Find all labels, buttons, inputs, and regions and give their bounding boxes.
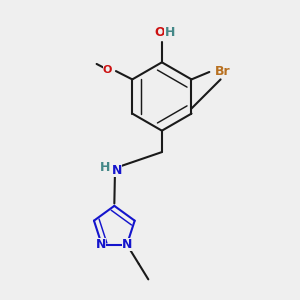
Text: N: N xyxy=(122,238,133,251)
Text: N: N xyxy=(96,238,106,251)
Text: Br: Br xyxy=(215,65,231,78)
Text: O: O xyxy=(154,26,165,39)
Text: N: N xyxy=(112,164,122,177)
Text: H: H xyxy=(164,26,175,38)
Text: H: H xyxy=(100,161,110,174)
Text: O: O xyxy=(103,65,112,76)
